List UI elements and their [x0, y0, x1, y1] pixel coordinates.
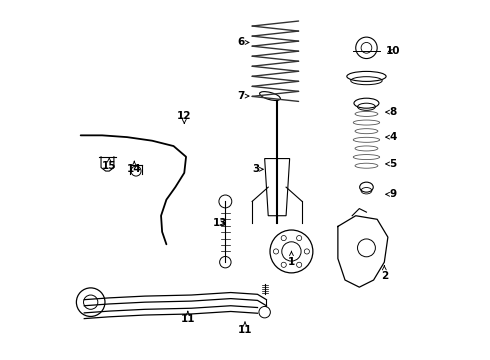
- Text: 15: 15: [102, 158, 117, 171]
- Text: 12: 12: [177, 111, 192, 123]
- Text: 3: 3: [252, 164, 263, 174]
- Text: 14: 14: [127, 161, 142, 174]
- Text: 11: 11: [238, 322, 252, 335]
- Text: 8: 8: [386, 107, 397, 117]
- Text: 13: 13: [213, 218, 227, 228]
- Text: 7: 7: [238, 91, 249, 101]
- Text: 4: 4: [386, 132, 397, 142]
- Text: 5: 5: [386, 159, 397, 169]
- Text: 2: 2: [381, 266, 388, 282]
- Text: 10: 10: [386, 46, 400, 57]
- Text: 9: 9: [386, 189, 397, 199]
- Text: 1: 1: [288, 251, 295, 267]
- Text: 6: 6: [238, 37, 249, 48]
- Text: 11: 11: [181, 311, 195, 324]
